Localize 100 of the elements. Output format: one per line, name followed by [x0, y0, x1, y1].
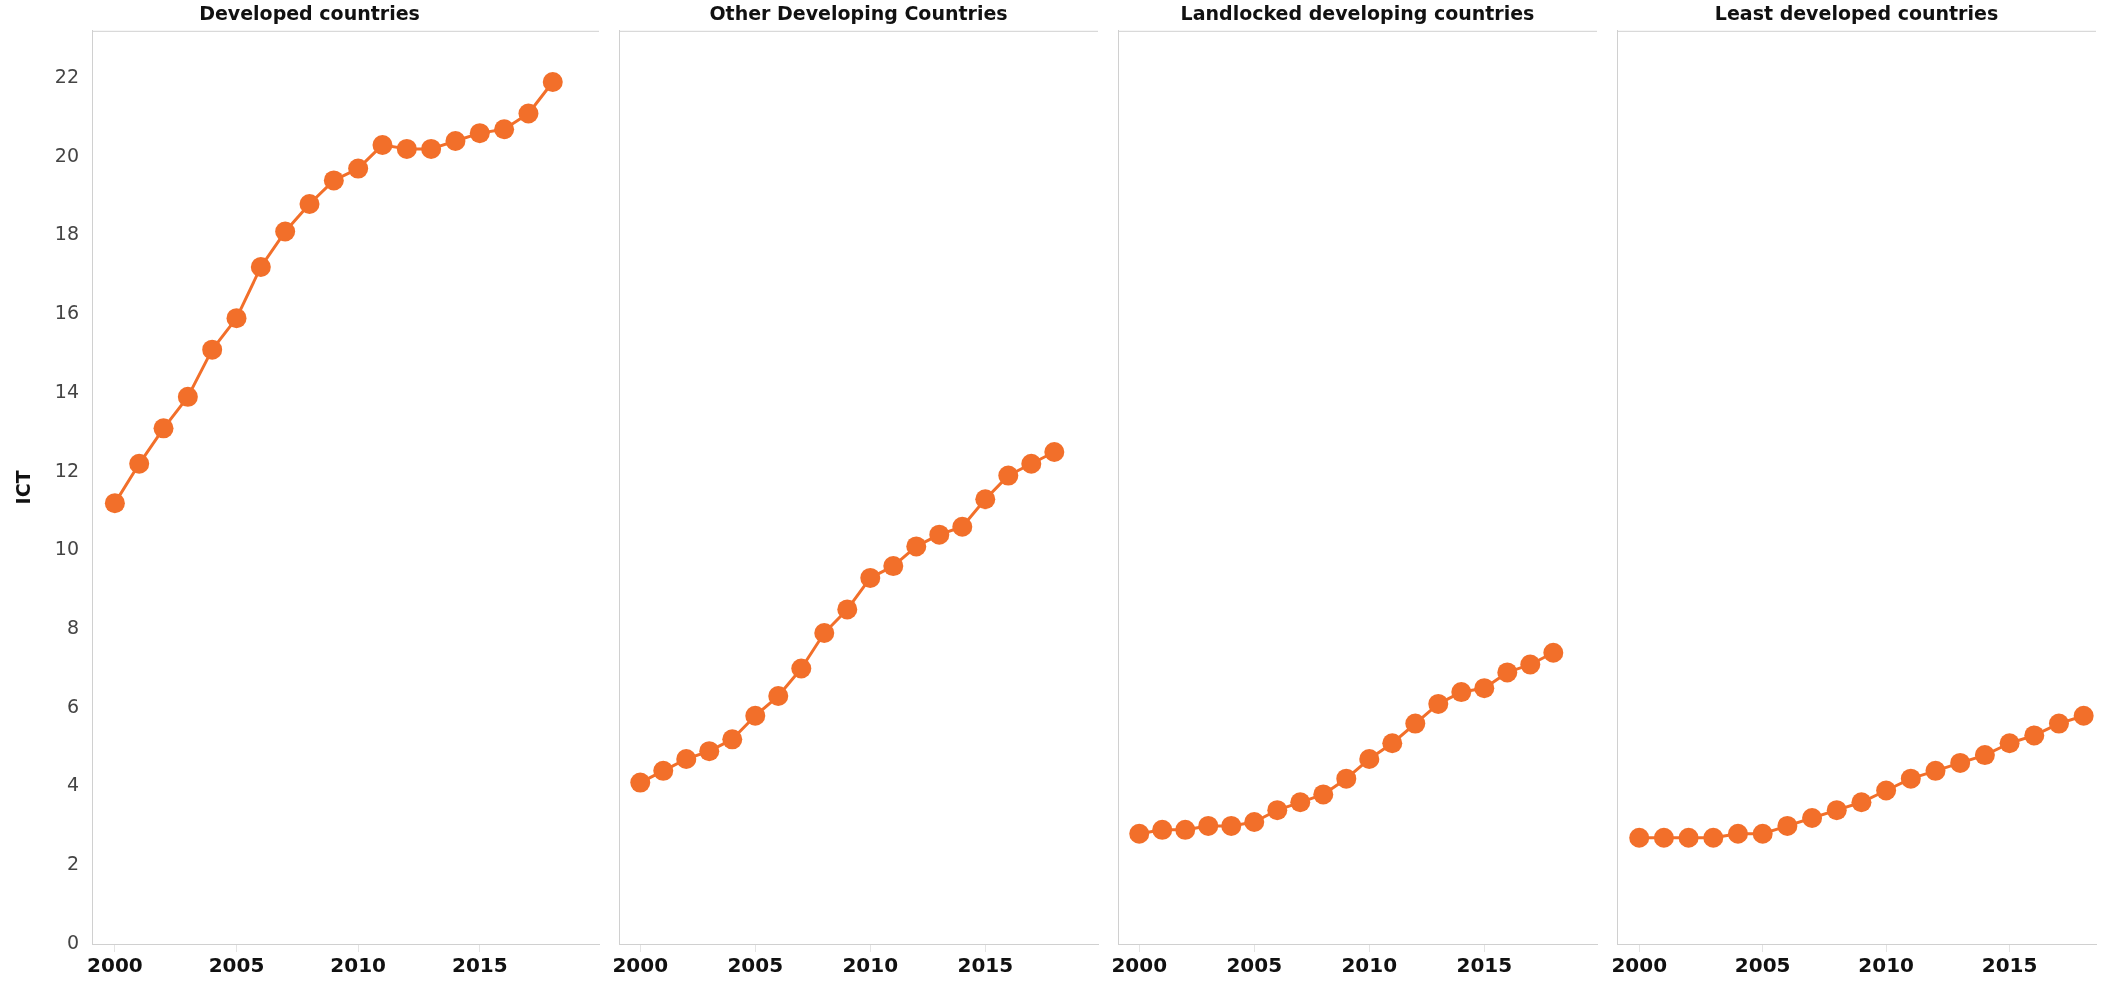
x-tick-label: 2000: [87, 953, 143, 978]
y-tick-label: 10: [54, 537, 79, 560]
point: [1359, 749, 1380, 769]
y-tick-label: 4: [66, 773, 79, 796]
chart-title: Least developed countries: [1714, 2, 1999, 25]
x-tick-label: 2015: [451, 953, 508, 978]
x-tick-label: 2015: [1456, 953, 1513, 978]
point: [791, 658, 812, 679]
x-tick-label: 2005: [727, 953, 784, 978]
x-tick-label: 2010: [1858, 953, 1914, 978]
y-tick-label: 20: [54, 143, 79, 166]
x-tick-label: 2000: [1611, 953, 1668, 978]
point: [1974, 745, 1995, 766]
x-tick-label: 2010: [1341, 953, 1398, 978]
point: [1900, 768, 1921, 789]
point: [153, 418, 174, 439]
point: [1678, 827, 1699, 848]
point: [1428, 693, 1449, 714]
point: [177, 386, 198, 407]
point: [2048, 713, 2069, 734]
y-tick-label: 8: [66, 616, 79, 639]
point: [722, 729, 743, 750]
point: [630, 772, 651, 793]
point: [129, 453, 150, 474]
point: [1703, 827, 1724, 848]
point: [1802, 808, 1823, 829]
point: [1451, 682, 1472, 703]
y-tick-label: 16: [54, 301, 79, 324]
point: [299, 193, 320, 214]
y-axis-title: ICT: [12, 470, 35, 505]
point: [1752, 823, 1773, 844]
point: [1382, 733, 1403, 754]
y-tick-label: 0: [66, 930, 79, 953]
point: [1290, 792, 1311, 813]
x-tick-label: 2005: [208, 953, 265, 978]
point: [1497, 662, 1518, 683]
x-tick-label: 2005: [1226, 953, 1283, 978]
point: [975, 489, 996, 510]
point: [1727, 823, 1748, 844]
point: [837, 599, 858, 620]
point: [1950, 752, 1971, 773]
point: [1244, 811, 1265, 832]
x-tick-label: 2005: [1734, 953, 1791, 978]
x-tick-label: 2010: [330, 953, 386, 978]
x-tick-label: 2000: [1111, 953, 1168, 978]
x-tick-label: 2015: [1981, 953, 2038, 978]
x-tick-label: 2010: [842, 953, 899, 978]
point: [745, 705, 766, 726]
y-tick-label: 22: [54, 64, 79, 87]
point: [1653, 827, 1674, 848]
point: [518, 103, 539, 124]
point: [469, 123, 490, 144]
chart-title: Developed countries: [199, 2, 420, 25]
point: [2024, 725, 2045, 746]
chart-title: Other Developing Countries: [709, 2, 1008, 25]
y-tick-label: 6: [66, 694, 79, 717]
point: [1876, 780, 1897, 801]
point: [1520, 654, 1541, 675]
y-tick-label: 2: [66, 852, 79, 875]
point: [1777, 815, 1798, 836]
x-tick-label: 2015: [957, 953, 1014, 978]
point: [1925, 760, 1946, 781]
point: [1198, 815, 1219, 836]
y-tick-label: 18: [54, 222, 79, 245]
point: [1336, 768, 1357, 789]
x-tick-label: 2000: [612, 953, 669, 978]
point: [323, 170, 344, 191]
point: [1267, 800, 1288, 821]
point: [1999, 733, 2020, 754]
point: [372, 134, 393, 155]
point: [421, 138, 442, 159]
point: [494, 119, 515, 140]
point: [860, 567, 881, 588]
point: [1175, 819, 1196, 840]
point: [1313, 784, 1334, 805]
point: [1221, 815, 1242, 836]
point: [1851, 792, 1872, 813]
point: [699, 741, 720, 762]
point: [396, 138, 417, 159]
point: [542, 71, 563, 92]
point: [1543, 642, 1564, 663]
point: [1021, 453, 1042, 474]
point: [906, 536, 927, 557]
chart-title: Landlocked developing countries: [1180, 2, 1535, 25]
point: [2073, 705, 2094, 726]
point: [226, 308, 247, 329]
y-tick-label: 12: [54, 458, 79, 481]
point: [814, 623, 835, 644]
point: [768, 686, 789, 707]
point: [1474, 678, 1495, 699]
point: [1629, 827, 1650, 848]
point: [250, 256, 271, 277]
point: [445, 131, 466, 152]
point: [929, 524, 950, 545]
point: [952, 516, 973, 537]
point: [653, 760, 674, 781]
point: [1405, 713, 1426, 734]
point: [275, 221, 296, 242]
point: [883, 556, 904, 577]
point: [998, 465, 1019, 486]
